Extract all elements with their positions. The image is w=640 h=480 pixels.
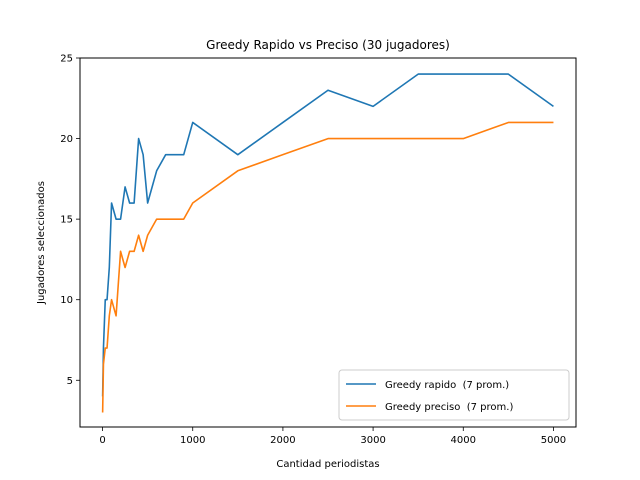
- x-tick-label: 5000: [541, 435, 566, 446]
- x-tick-label: 2000: [270, 435, 295, 446]
- x-axis-ticks: 0 1000 2000 3000 4000 5000: [99, 427, 566, 446]
- x-tick-label: 1000: [180, 435, 205, 446]
- y-tick-label: 25: [60, 54, 73, 65]
- series-line-rapido: [101, 73, 554, 397]
- y-axis-label: Jugadores seleccionados: [36, 181, 47, 305]
- legend-box: [338, 369, 570, 421]
- legend: Greedy rapido (7 prom.) Greedy preciso (…: [338, 369, 570, 421]
- x-tick-label: 3000: [360, 435, 385, 446]
- x-axis-label: Cantidad periodistas: [276, 459, 379, 470]
- y-tick-label: 10: [60, 295, 73, 306]
- y-tick-label: 15: [60, 215, 73, 226]
- legend-label-preciso: Greedy preciso (7 prom.): [385, 402, 513, 413]
- series-line-preciso: [101, 121, 554, 413]
- y-axis-ticks: 5 10 15 20 25: [60, 54, 80, 387]
- legend-label-rapido: Greedy rapido (7 prom.): [385, 380, 509, 391]
- x-tick-label: 0: [99, 435, 105, 446]
- y-tick-label: 20: [60, 134, 73, 145]
- y-tick-label: 5: [67, 376, 73, 387]
- plot-lines: [101, 73, 554, 413]
- x-tick-label: 4000: [451, 435, 476, 446]
- plot-frame: [79, 57, 577, 428]
- chart-title: Greedy Rapido vs Preciso (30 jugadores): [206, 38, 450, 52]
